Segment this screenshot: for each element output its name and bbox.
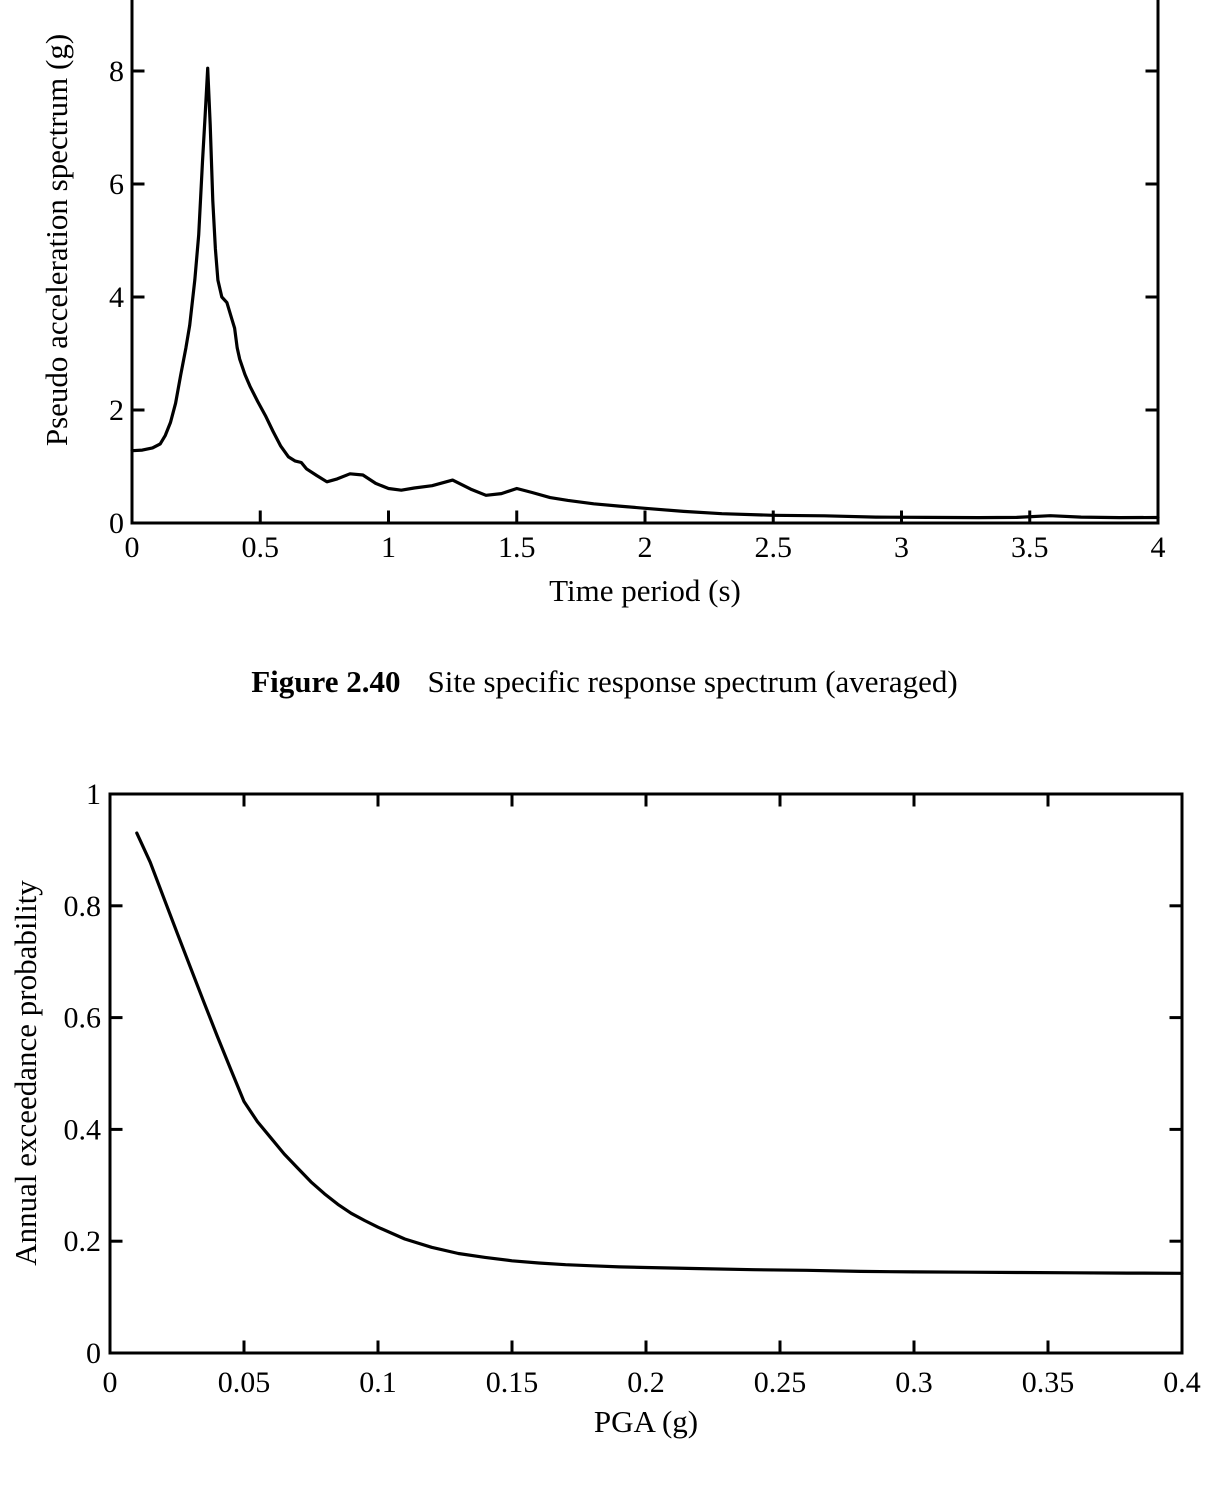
figure-caption: Figure 2.40 Site specific response spectr… bbox=[0, 664, 1209, 700]
hazard-x-tick-label: 0.4 bbox=[1163, 1366, 1201, 1399]
spectrum-y-tick-label: 2 bbox=[109, 394, 124, 427]
hazard-y-axis-title: Annual exceedance probability bbox=[8, 880, 43, 1266]
hazard-x-tick-label: 0.05 bbox=[218, 1366, 271, 1399]
hazard-y-tick-label: 0.2 bbox=[64, 1225, 102, 1258]
hazard-chart: 0 0.05 0.1 0.15 0.2 0.25 0.3 0.35 0.4 0 0.2 0.4 0.6 0… bbox=[8, 778, 1201, 1439]
spectrum-chart: 0 0.5 1 1.5 2 2.5 3 3.5 4 0 2 4 6 8 Time period (s) P… bbox=[39, 0, 1166, 608]
spectrum-y-tick-label: 8 bbox=[109, 55, 124, 88]
hazard-axes: 0 0.05 0.1 0.15 0.2 0.25 0.3 0.35 0.4 0 0.2 0.4 0.6 0… bbox=[64, 778, 1201, 1399]
spectrum-x-tick-label: 3 bbox=[894, 531, 909, 564]
spectrum-y-tick-label: 4 bbox=[109, 281, 124, 314]
hazard-x-tick-label: 0.35 bbox=[1022, 1366, 1075, 1399]
spectrum-x-tick-label: 4 bbox=[1151, 531, 1166, 564]
hazard-y-tick-label: 0.4 bbox=[64, 1113, 102, 1146]
spectrum-axes: 0 0.5 1 1.5 2 2.5 3 3.5 4 0 2 4 6 8 bbox=[109, 0, 1166, 564]
spectrum-x-tick-label: 2.5 bbox=[755, 531, 793, 564]
hazard-y-tick-label: 0.8 bbox=[64, 890, 102, 923]
hazard-y-tick-label: 0 bbox=[86, 1337, 101, 1370]
spectrum-x-tick-label: 0 bbox=[125, 531, 140, 564]
spectrum-x-tick-label: 3.5 bbox=[1011, 531, 1049, 564]
hazard-x-tick-label: 0.3 bbox=[895, 1366, 933, 1399]
hazard-curve bbox=[135, 831, 1184, 1275]
spectrum-y-axis-title: Pseudo acceleration spectrum (g) bbox=[39, 34, 74, 446]
spectrum-y-tick-label: 0 bbox=[109, 507, 124, 540]
hazard-x-tick-label: 0.25 bbox=[754, 1366, 807, 1399]
hazard-x-tick-label: 0.1 bbox=[359, 1366, 397, 1399]
spectrum-x-tick-label: 1.5 bbox=[498, 531, 536, 564]
spectrum-x-tick-label: 1 bbox=[381, 531, 396, 564]
hazard-x-tick-label: 0.15 bbox=[486, 1366, 539, 1399]
figure-caption-label: Figure 2.40 bbox=[251, 664, 401, 699]
hazard-y-tick-label: 1 bbox=[86, 778, 101, 811]
spectrum-x-tick-label: 0.5 bbox=[242, 531, 280, 564]
figure-caption-text: Site specific response spectrum (average… bbox=[427, 664, 958, 699]
spectrum-x-tick-label: 2 bbox=[638, 531, 653, 564]
hazard-x-axis-title: PGA (g) bbox=[594, 1404, 698, 1439]
hazard-y-tick-label: 0.6 bbox=[64, 1002, 102, 1035]
spectrum-y-tick-label: 6 bbox=[109, 168, 124, 201]
hazard-x-tick-label: 0 bbox=[103, 1366, 118, 1399]
spectrum-x-axis-title: Time period (s) bbox=[549, 573, 741, 608]
spectrum-curve bbox=[130, 66, 1160, 520]
hazard-x-tick-label: 0.2 bbox=[627, 1366, 665, 1399]
